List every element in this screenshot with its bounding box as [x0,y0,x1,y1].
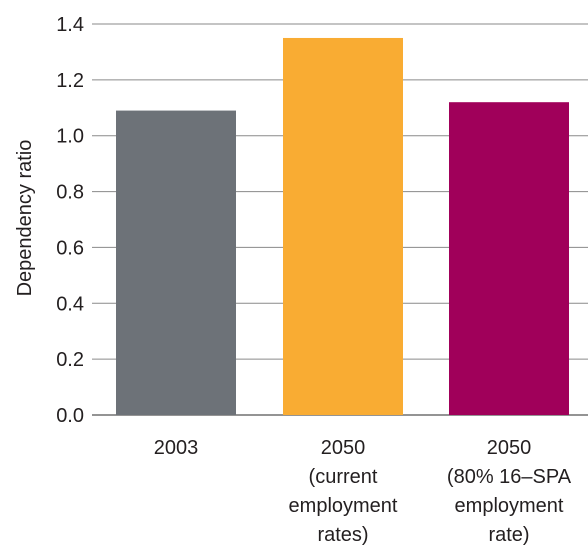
x-category-label: 2003 [154,437,199,459]
x-category-label: 2050 (80% 16–SPA employment rate) [447,437,572,546]
y-tick-label: 0.6 [56,237,84,259]
bar [283,37,403,415]
x-category-label-line: 2050 [487,437,532,459]
x-category-label-line: employment [289,495,398,517]
y-axis-title: Dependency ratio [14,140,36,297]
y-axis-ticks: 0.0 0.2 0.4 0.6 0.8 1.0 1.2 1.4 [56,14,84,427]
x-category-label-line: 2003 [154,437,199,459]
bar [449,102,569,415]
y-tick-label: 0.8 [56,182,84,204]
x-category-label: 2050 (current employment rates) [289,437,398,546]
bar [116,110,236,415]
bars [116,37,569,415]
y-tick-label: 0.0 [56,405,84,427]
y-tick-label: 0.4 [56,293,84,315]
x-category-label-line: rate) [488,524,529,546]
x-category-label-line: 2050 [321,437,366,459]
y-tick-label: 1.0 [56,126,84,148]
y-tick-label: 1.4 [56,14,84,36]
x-category-label-line: (current [309,466,378,488]
x-category-label-line: employment [455,495,564,517]
x-category-label-line: rates) [317,524,368,546]
y-tick-label: 1.2 [56,70,84,92]
x-axis-labels: 2003 2050 (current employment rates) 2050 (80%… [154,437,572,546]
x-category-label-line: (80% 16–SPA [447,466,572,488]
y-tick-label: 0.2 [56,349,84,371]
